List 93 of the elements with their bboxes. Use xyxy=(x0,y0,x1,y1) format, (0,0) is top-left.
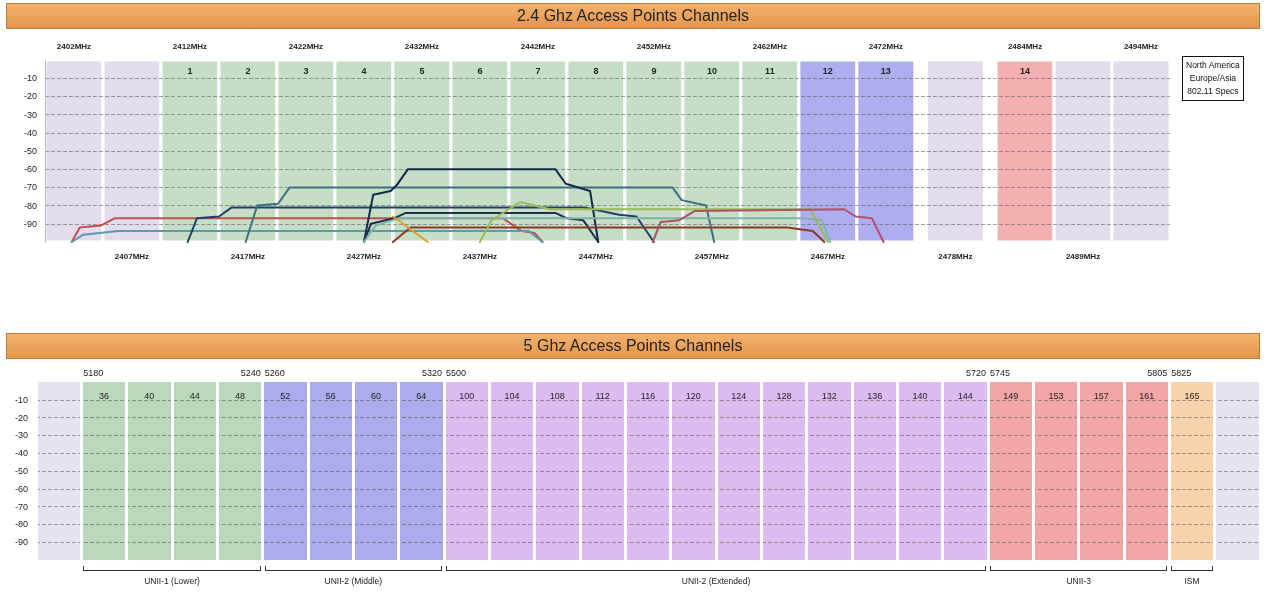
y-tick-label: -30 xyxy=(14,430,28,441)
x-tick-label: 108 xyxy=(549,390,565,401)
y-tick-label: -80 xyxy=(23,200,37,211)
band-label: 12 xyxy=(822,66,833,76)
text: 5240 xyxy=(240,368,261,378)
x-tick-label: 144 xyxy=(957,390,973,401)
y-tick-label: -40 xyxy=(23,127,37,138)
x2-tick-label: 2412MHz xyxy=(172,41,208,51)
x-tick-label: 112 xyxy=(595,390,610,401)
band-label: 7 xyxy=(535,66,541,76)
band-label: 1 xyxy=(187,66,193,76)
y-tick-label: -60 xyxy=(23,164,37,175)
x-tick-label: 48 xyxy=(234,390,246,401)
y-tick-label: -20 xyxy=(23,91,37,102)
x-tick-label: 2478MHz xyxy=(938,251,973,261)
x-tick-label: 124 xyxy=(731,390,747,401)
x-tick-label: 136 xyxy=(867,390,883,401)
chart-title: 5 Ghz Access Points Channels xyxy=(6,333,1260,359)
x2-tick-label: 2422MHz xyxy=(288,41,324,51)
band-label: 10 xyxy=(706,66,717,76)
x-tick-label: 149 xyxy=(1003,390,1019,401)
band-label: 3 xyxy=(303,66,309,76)
y-tick-label: -10 xyxy=(14,394,28,405)
x-tick-label: 60 xyxy=(370,390,382,401)
x-tick-label: 2437MHz xyxy=(462,251,498,261)
y-tick-label: -70 xyxy=(23,182,37,193)
x2-tick-label: 2472MHz xyxy=(868,41,903,51)
text: 5745 xyxy=(990,368,1011,378)
chart-title: 2.4 Ghz Access Points Channels xyxy=(6,3,1260,29)
x-tick-label: 157 xyxy=(1093,390,1109,401)
y-tick-label: -50 xyxy=(23,146,37,156)
x-tick-label: 52 xyxy=(280,390,291,401)
x-tick-label: 2447MHz xyxy=(578,251,614,261)
x-tick-label: 165 xyxy=(1184,390,1200,401)
x-tick-label: 153 xyxy=(1048,390,1064,401)
band-label: ISM xyxy=(1184,575,1200,586)
x-tick-label: 2489MHz xyxy=(1065,251,1101,261)
x-tick-label: 128 xyxy=(776,390,792,401)
band-label: UNII-1 (Lower) xyxy=(144,575,201,586)
band-label: 6 xyxy=(477,66,483,76)
x-tick-label: 44 xyxy=(189,390,200,401)
y-tick-label: -20 xyxy=(14,412,28,423)
band-label: 8 xyxy=(593,66,599,76)
x-tick-label: 161 xyxy=(1139,390,1155,401)
x-tick-label: 120 xyxy=(685,390,701,401)
band-label: UNII-3 xyxy=(1066,575,1092,586)
band-label: UNII-2 (Middle) xyxy=(324,575,383,586)
x-tick-label: 2407MHz xyxy=(114,251,150,261)
y-tick-label: -10 xyxy=(23,73,37,84)
y-tick-label: -60 xyxy=(14,483,28,494)
key-box: North America Europe/Asia 802.11 Specs xyxy=(1182,56,1244,101)
band-label: 13 xyxy=(880,66,891,76)
x-tick-label: 56 xyxy=(325,390,336,401)
text: 5825 xyxy=(1171,368,1192,378)
x2-tick-label: 2462MHz xyxy=(752,41,787,51)
text: 5260 xyxy=(264,368,285,378)
x-tick-label: 2467MHz xyxy=(810,251,845,261)
y-tick-label: -90 xyxy=(23,218,37,229)
x2-tick-label: 2494MHz xyxy=(1123,41,1159,51)
y-tick-label: -70 xyxy=(14,501,28,512)
band-label: 2 xyxy=(245,66,251,76)
band-label: 5 xyxy=(419,66,425,76)
x2-tick-label: 2484MHz xyxy=(1007,41,1043,51)
text: 5720 xyxy=(965,368,986,378)
y-tick-label: -30 xyxy=(23,109,37,120)
x2-tick-label: 2442MHz xyxy=(520,41,556,51)
x-tick-label: 132 xyxy=(821,390,837,401)
x-tick-label: 36 xyxy=(98,390,110,401)
text: 5500 xyxy=(446,368,467,378)
x2-tick-label: 2402MHz xyxy=(56,41,92,51)
text: 5180 xyxy=(83,368,104,378)
x-tick-label: 2417MHz xyxy=(230,251,266,261)
band-label: 9 xyxy=(651,66,657,76)
band-label: 14 xyxy=(1020,66,1031,76)
x2-tick-label: 2432MHz xyxy=(404,41,440,51)
x-tick-label: 100 xyxy=(459,390,475,401)
x-tick-label: 40 xyxy=(144,390,155,401)
band-label: 11 xyxy=(765,66,775,76)
text: 5320 xyxy=(421,368,442,378)
x-tick-label: 116 xyxy=(640,390,656,401)
x-tick-label: 2427MHz xyxy=(346,251,382,261)
band-label: 4 xyxy=(361,66,367,76)
y-tick-label: -80 xyxy=(14,519,28,530)
x-tick-label: 2457MHz xyxy=(694,251,730,261)
text: 5805 xyxy=(1147,368,1168,378)
band-label: UNII-2 (Extended) xyxy=(681,575,751,586)
y-tick-label: -50 xyxy=(14,466,28,476)
x-tick-label: 104 xyxy=(504,390,520,401)
x-tick-label: 64 xyxy=(416,390,427,401)
x2-tick-label: 2452MHz xyxy=(636,41,672,51)
y-tick-label: -90 xyxy=(14,537,28,548)
x-tick-label: 140 xyxy=(912,390,928,401)
y-tick-label: -40 xyxy=(14,448,28,459)
